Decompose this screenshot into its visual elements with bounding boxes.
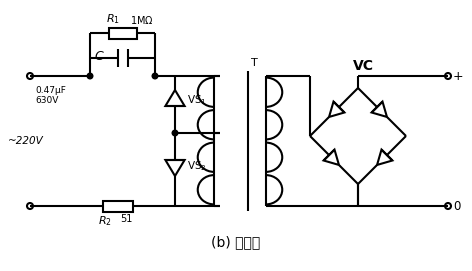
Text: +: + [453, 69, 464, 82]
Text: 0.47μF: 0.47μF [35, 86, 66, 95]
Text: 1M$\Omega$: 1M$\Omega$ [130, 14, 154, 26]
Bar [109, 27, 136, 38]
Text: $R_2$: $R_2$ [98, 214, 112, 228]
Text: $R_1$: $R_1$ [106, 12, 119, 26]
Text: (b) 电路二: (b) 电路二 [211, 235, 261, 249]
Circle shape [172, 130, 178, 136]
Text: 0: 0 [453, 199, 460, 212]
Circle shape [152, 73, 158, 79]
Text: ~220V: ~220V [8, 136, 44, 146]
Circle shape [87, 73, 93, 79]
Text: VS$_1$: VS$_1$ [187, 93, 207, 107]
Text: 51: 51 [120, 214, 132, 224]
Text: VC: VC [353, 59, 373, 73]
Text: T: T [251, 58, 258, 68]
Text: VS$_2$: VS$_2$ [187, 159, 207, 173]
Bar [103, 201, 133, 211]
Text: $C$: $C$ [94, 50, 104, 63]
Text: 630V: 630V [35, 96, 59, 105]
